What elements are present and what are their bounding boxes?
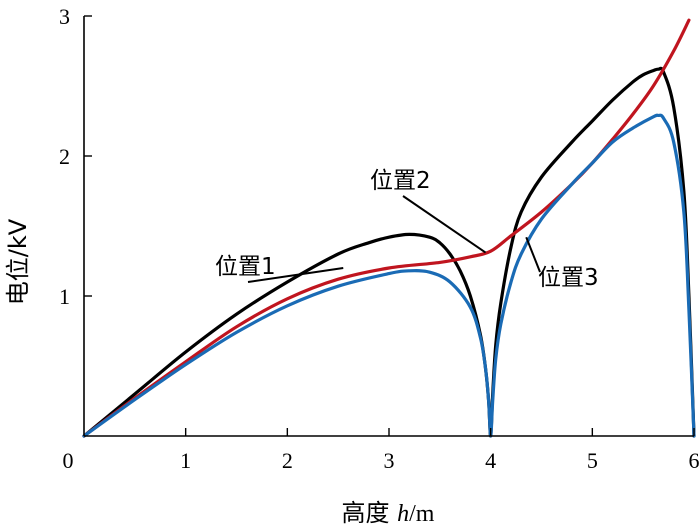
- x-tick-label: 6: [689, 448, 700, 473]
- x-axis-title-variable: h: [397, 501, 409, 527]
- x-tick-label: 3: [384, 448, 395, 473]
- annotations: 位置1 位置2 位置3: [215, 168, 599, 291]
- axes: 0 1 2 3 4 5 6 1 2 3: [59, 4, 700, 473]
- y-tick-label: 2: [59, 144, 70, 169]
- x-tick-label: 1: [180, 448, 191, 473]
- x-tick-label: 4: [485, 448, 496, 473]
- x-tick-label: 2: [282, 448, 293, 473]
- y-tick-label: 1: [59, 284, 70, 309]
- x-tick-label: 5: [587, 448, 598, 473]
- annotation-label-3: 位置3: [538, 265, 599, 291]
- series-line-2: [82, 18, 691, 438]
- annotation-label-1: 位置1: [215, 254, 276, 280]
- series-group: [82, 18, 696, 438]
- y-tick-label: 3: [59, 4, 70, 29]
- y-axis-title: 电位/kV: [4, 218, 32, 305]
- annotation-leader-3: [525, 236, 541, 273]
- x-axis-title-unit: /m: [409, 501, 435, 527]
- x-axis-title-prefix: 高度: [342, 499, 398, 527]
- annotation-leader-1: [247, 267, 344, 283]
- x-axis-title: 高度 h/m: [342, 499, 435, 527]
- annotation-leader-2: [402, 195, 487, 254]
- series-line-1: [82, 66, 696, 438]
- series-line-3: [82, 113, 696, 438]
- annotation-label-2: 位置2: [370, 168, 431, 194]
- x-tick-label: 0: [63, 448, 74, 473]
